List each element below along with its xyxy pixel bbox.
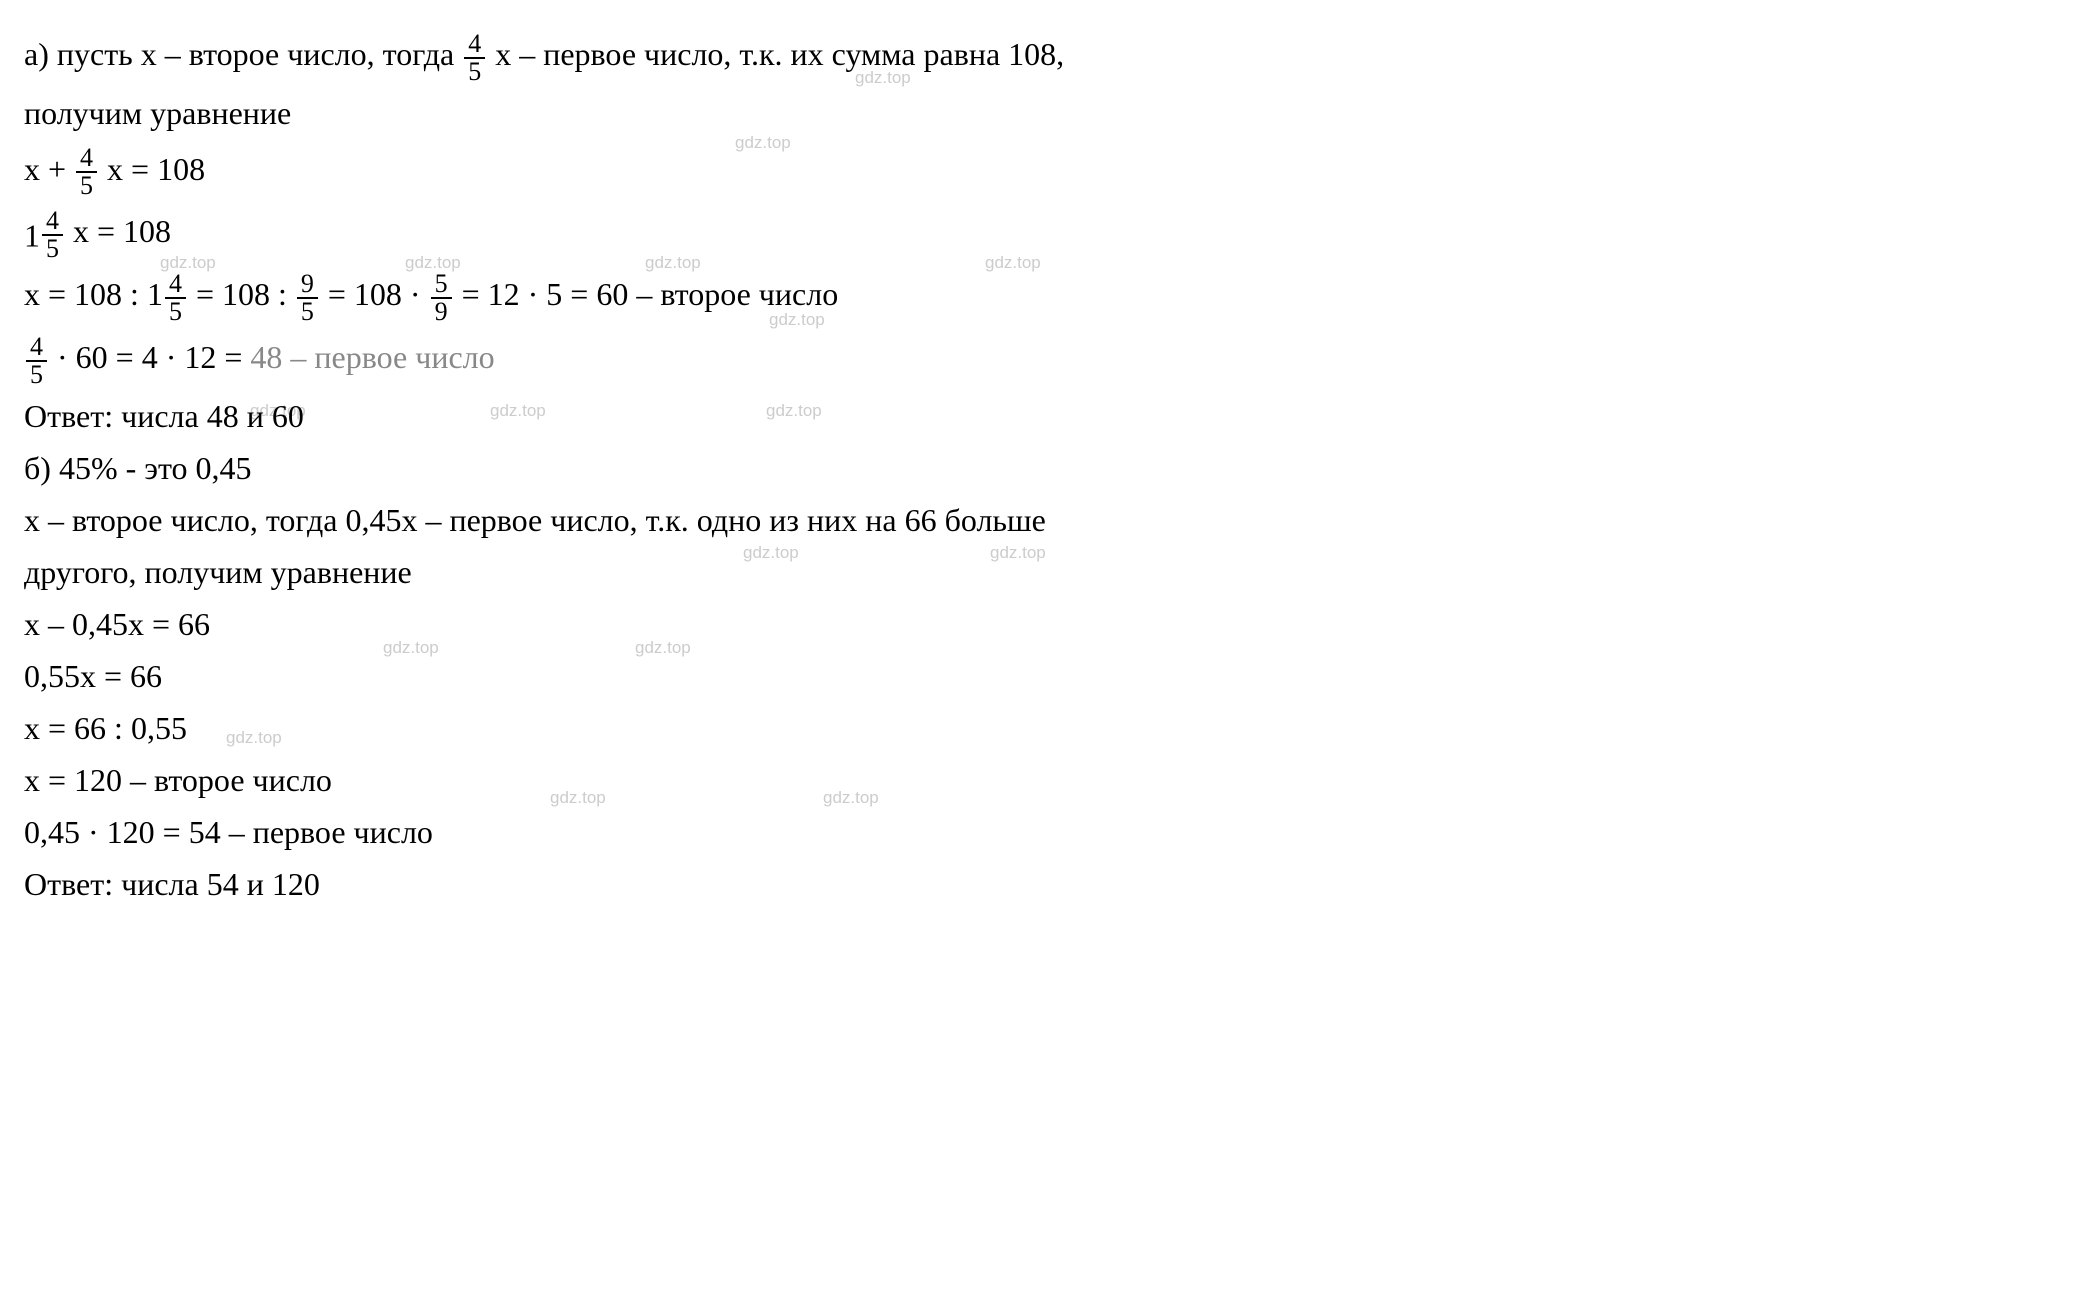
text: Ответ: числа 54 и 120 bbox=[24, 866, 320, 902]
part-b-line3: другого, получим уравнение bbox=[24, 548, 2058, 596]
part-b-line2: x – второе число, тогда 0,45x – первое ч… bbox=[24, 496, 2058, 544]
text: другого, получим уравнение bbox=[24, 554, 412, 590]
part-a-intro-line1: а) пусть x – второе число, тогда 4 5 x –… bbox=[24, 30, 2058, 85]
fraction-9-5: 9 5 bbox=[297, 271, 318, 325]
text: x = 108 : 1 bbox=[24, 276, 163, 312]
equation-4: 4 5 · 60 = 4 · 12 = 48 – первое число bbox=[24, 333, 2058, 388]
part-b-eq5: 0,45 · 120 = 54 – первое число bbox=[24, 808, 2058, 856]
text: а) пусть x – второе число, тогда bbox=[24, 36, 462, 72]
text: 0,45 · 120 = 54 – первое число bbox=[24, 814, 433, 850]
part-b-eq4: x = 120 – второе число bbox=[24, 756, 2058, 804]
text: x – второе число, тогда 0,45x – первое ч… bbox=[24, 502, 1046, 538]
text: x = 108 bbox=[73, 213, 171, 249]
text: б) 45% - это 0,45 bbox=[24, 450, 252, 486]
answer-a: Ответ: числа 48 и 60 bbox=[24, 392, 2058, 440]
equation-1: x + 4 5 x = 108 bbox=[24, 145, 2058, 200]
text: · 60 = 4 · 12 = bbox=[57, 339, 250, 375]
part-b-eq2: 0,55x = 66 bbox=[24, 652, 2058, 700]
text: 0,55x = 66 bbox=[24, 658, 162, 694]
fraction-4-5: 4 5 bbox=[76, 145, 97, 199]
fraction-4-5: 4 5 bbox=[464, 31, 485, 85]
fraction-4-5: 4 5 bbox=[165, 271, 186, 325]
part-b-eq1: x – 0,45x = 66 bbox=[24, 600, 2058, 648]
text: = 108 : bbox=[196, 276, 295, 312]
part-b-eq3: x = 66 : 0,55 bbox=[24, 704, 2058, 752]
text: получим уравнение bbox=[24, 95, 291, 131]
text: x = 108 bbox=[107, 151, 205, 187]
text: x = 66 : 0,55 bbox=[24, 710, 187, 746]
text: = 108 · bbox=[328, 276, 429, 312]
mixed-1-4-5: 1 4 5 bbox=[24, 208, 65, 263]
equation-2: 1 4 5 x = 108 bbox=[24, 207, 2058, 262]
fraction-5-9: 5 9 bbox=[431, 271, 452, 325]
text: = 12 · 5 = 60 – второе число bbox=[462, 276, 839, 312]
part-b-line1: б) 45% - это 0,45 bbox=[24, 444, 2058, 492]
faded-text: 48 – первое число bbox=[250, 339, 494, 375]
text: Ответ: числа 48 и 60 bbox=[24, 398, 304, 434]
text: x – 0,45x = 66 bbox=[24, 606, 210, 642]
answer-b: Ответ: числа 54 и 120 bbox=[24, 860, 2058, 908]
equation-3: x = 108 : 1 4 5 = 108 : 9 5 = 108 · 5 9 … bbox=[24, 270, 2058, 325]
fraction-4-5: 4 5 bbox=[26, 334, 47, 388]
text: x – первое число, т.к. их сумма равна 10… bbox=[495, 36, 1064, 72]
text: x = 120 – второе число bbox=[24, 762, 332, 798]
part-a-intro-line2: получим уравнение bbox=[24, 89, 2058, 137]
text: x + bbox=[24, 151, 74, 187]
